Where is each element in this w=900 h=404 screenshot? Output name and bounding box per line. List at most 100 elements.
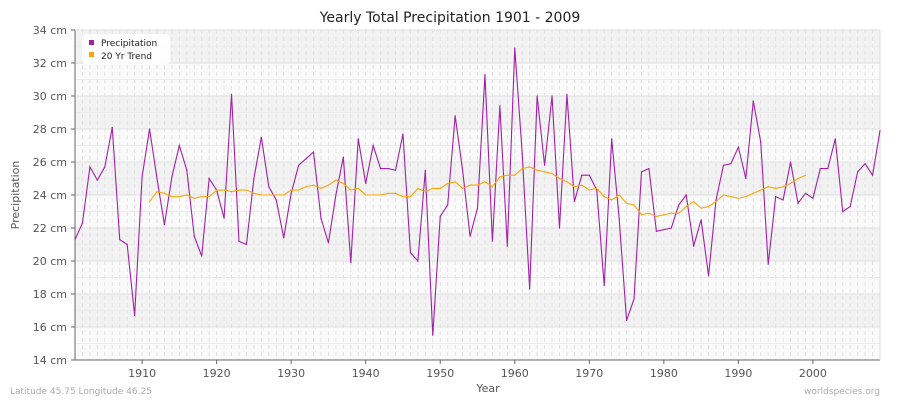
trend-point [417, 187, 419, 189]
precipitation-point [447, 204, 449, 206]
trend-point [260, 194, 262, 196]
trend-point [625, 202, 628, 204]
precipitation-point [752, 100, 754, 102]
precipitation-point [566, 93, 568, 95]
precipitation-point [827, 168, 829, 170]
precipitation-point [819, 168, 821, 170]
trend-point [670, 212, 672, 214]
precipitation-point [730, 163, 732, 165]
precipitation-point [409, 252, 412, 254]
precipitation-point [342, 156, 344, 158]
precipitation-point [171, 176, 173, 178]
precipitation-point [394, 169, 397, 171]
precipitation-point [558, 227, 561, 229]
trend-point [514, 174, 516, 176]
precipitation-point [253, 177, 255, 180]
precipitation-point [879, 130, 881, 132]
precipitation-point [760, 141, 762, 143]
trend-point [216, 189, 218, 191]
precipitation-point [745, 177, 747, 180]
trend-point [543, 171, 546, 173]
trend-point [283, 194, 285, 196]
precipitation-point [275, 199, 277, 201]
trend-point [767, 186, 769, 188]
precipitation-point [380, 168, 382, 170]
y-tick-label: 30 cm [33, 90, 67, 103]
precipitation-point [514, 47, 516, 49]
y-tick-label: 16 cm [33, 321, 67, 334]
precipitation-point [141, 176, 143, 178]
precipitation-point [312, 151, 315, 153]
x-tick-label: 1920 [203, 367, 231, 380]
precipitation-point [439, 215, 441, 218]
x-tick-label: 1980 [650, 367, 678, 380]
trend-point [588, 189, 590, 191]
trend-point [312, 184, 315, 186]
precipitation-point [797, 202, 799, 204]
source-credit: worldspecies.org [804, 387, 880, 397]
precipitation-point [365, 182, 367, 185]
precipitation-point [804, 192, 807, 194]
trend-point [208, 196, 210, 198]
y-tick-label: 24 cm [33, 189, 67, 202]
precipitation-point [469, 235, 471, 237]
trend-point [573, 186, 575, 188]
precipitation-point [871, 174, 874, 176]
precipitation-point [536, 95, 538, 97]
precipitation-point [529, 288, 531, 290]
trend-point [648, 212, 650, 214]
precipitation-point [633, 298, 635, 300]
precipitation-point [208, 177, 210, 180]
trend-point [797, 177, 799, 180]
trend-point [745, 196, 747, 198]
trend-point [715, 201, 717, 203]
precipitation-point [320, 217, 322, 219]
y-tick-label: 22 cm [33, 222, 67, 235]
precipitation-point [178, 144, 180, 147]
trend-point [529, 166, 531, 168]
precipitation-point [81, 222, 84, 224]
precipitation-point [700, 219, 702, 221]
precipitation-point [163, 224, 166, 226]
trend-point [171, 196, 173, 198]
trend-point [156, 191, 158, 193]
precipitation-point [506, 245, 508, 247]
trend-point [640, 214, 643, 216]
precipitation-point [350, 262, 352, 264]
x-axis-label: Year [475, 382, 500, 395]
precipitation-point [417, 260, 419, 262]
y-tick-label: 34 cm [33, 24, 67, 37]
precipitation-point [693, 245, 695, 247]
x-tick-label: 1940 [352, 367, 380, 380]
precipitation-point [387, 168, 389, 170]
precipitation-point [782, 199, 784, 201]
y-axis-label: Precipitation [9, 161, 22, 230]
precipitation-point [104, 166, 106, 168]
legend-swatch-precipitation [89, 40, 94, 45]
trend-point [611, 199, 613, 201]
trend-point [186, 194, 188, 196]
trend-point [551, 172, 553, 175]
trend-point [305, 186, 307, 188]
precipitation-point [461, 169, 464, 171]
trend-point [581, 184, 583, 186]
trend-point [342, 182, 344, 185]
trend-point [693, 201, 695, 203]
precipitation-point [842, 210, 844, 213]
trend-point [700, 207, 702, 209]
precipitation-point [305, 158, 307, 160]
precipitation-point [290, 192, 292, 194]
precipitation-point [156, 177, 158, 180]
trend-point [655, 215, 657, 218]
precipitation-point [722, 164, 725, 166]
precipitation-point [260, 136, 262, 138]
chart-title: Yearly Total Precipitation 1901 - 2009 [319, 10, 581, 26]
trend-point [789, 182, 792, 185]
precipitation-point [707, 275, 710, 277]
trend-point [320, 187, 322, 189]
trend-point [193, 197, 195, 199]
trend-point [402, 196, 404, 198]
precipitation-point [543, 164, 546, 166]
precipitation-point [864, 163, 866, 165]
precipitation-point [424, 169, 426, 171]
